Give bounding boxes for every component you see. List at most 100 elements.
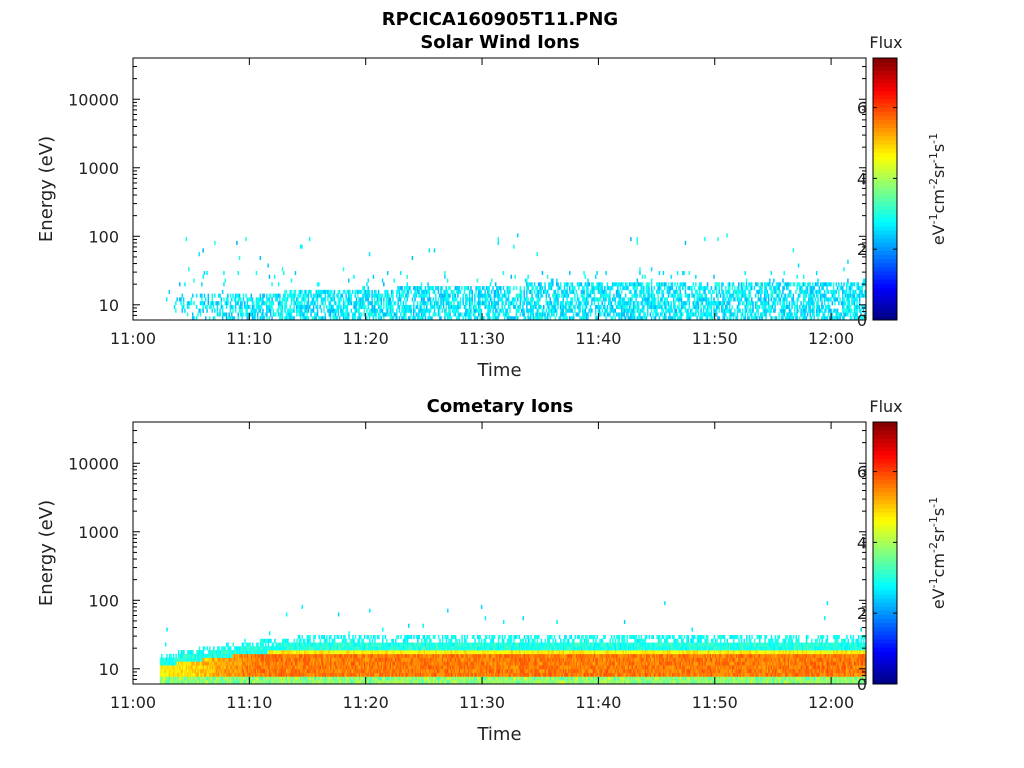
spectrogram-cell — [862, 304, 865, 309]
spectrogram-cell — [304, 668, 306, 673]
spectrogram-cell — [637, 301, 640, 306]
spectrogram-cell — [231, 653, 233, 658]
spectrogram-cell — [609, 308, 611, 313]
spectrogram-cell — [286, 308, 289, 313]
spectrogram-cell — [361, 642, 363, 647]
spectrogram-cell — [367, 278, 369, 283]
spectrogram-cell — [775, 293, 778, 298]
spectrogram-cell — [572, 304, 575, 309]
spectrogram-cell — [731, 304, 733, 309]
spectrogram-cell — [299, 308, 302, 313]
spectrogram-cell — [248, 657, 250, 662]
spectrogram-cell — [639, 271, 641, 276]
spectrogram-cell — [533, 316, 536, 321]
spectrogram-cell — [289, 646, 292, 651]
spectrogram-cell — [346, 680, 349, 685]
spectrogram-cell — [669, 312, 671, 317]
spectrogram-cell — [314, 668, 316, 673]
spectrogram-cell — [831, 316, 834, 321]
spectrogram-cell — [255, 676, 258, 681]
spectrogram-cell — [640, 308, 642, 313]
spectrogram-cell — [244, 638, 246, 643]
spectrogram-cell — [340, 297, 342, 302]
spectrogram-cell — [467, 286, 470, 291]
spectrogram-cell — [188, 680, 190, 685]
spectrogram-cell — [500, 286, 502, 291]
spectrogram-cell — [292, 661, 294, 666]
spectrogram-cell — [831, 293, 834, 298]
spectrogram-cell — [292, 316, 294, 321]
spectrogram-cell — [331, 680, 333, 685]
spectrogram-cell — [261, 657, 263, 662]
spectrogram-cell — [428, 308, 431, 313]
spectrogram-cell — [244, 665, 246, 670]
spectrogram-cell — [659, 286, 662, 291]
spectrogram-cell — [623, 301, 626, 306]
spectrogram-cell — [550, 278, 553, 283]
spectrogram-cell — [652, 301, 654, 306]
spectrogram-cell — [838, 312, 840, 317]
spectrogram-cell — [721, 289, 723, 294]
spectrogram-cell — [477, 301, 480, 306]
spectrogram-cell — [328, 289, 330, 294]
spectrogram-cell — [314, 661, 316, 666]
spectrogram-cell — [227, 680, 229, 685]
spectrogram-cell — [343, 668, 345, 673]
spectrogram-cell — [284, 304, 286, 309]
spectrogram-cell — [841, 316, 844, 321]
spectrogram-cell — [192, 668, 194, 673]
spectrogram-cell — [350, 297, 353, 302]
spectrogram-cell — [330, 672, 332, 677]
spectrogram-cell — [514, 316, 516, 321]
spectrogram-cell — [236, 240, 238, 245]
spectrogram-cell — [743, 301, 745, 306]
spectrogram-cell — [786, 282, 788, 287]
spectrogram-cell — [754, 312, 757, 317]
spectrogram-cell — [322, 661, 324, 666]
spectrogram-cell — [825, 282, 827, 287]
spectrogram-cell — [283, 653, 285, 658]
spectrogram-cell — [258, 653, 261, 658]
spectrogram-cell — [262, 642, 264, 647]
spectrogram-cell — [498, 297, 501, 302]
spectrogram-cell — [466, 286, 468, 291]
spectrogram-cell — [489, 308, 492, 313]
spectrogram-cell — [250, 312, 252, 317]
spectrogram-cell — [635, 289, 637, 294]
spectrogram-cell — [741, 289, 744, 294]
spectrogram-cell — [311, 668, 314, 673]
spectrogram-cell — [514, 274, 516, 279]
spectrogram-cell — [732, 282, 735, 287]
spectrogram-cell — [535, 301, 537, 306]
spectrogram-cell — [797, 282, 800, 287]
spectrogram-cell — [507, 297, 510, 302]
spectrogram-cell — [249, 668, 251, 673]
spectrogram-cell — [359, 653, 362, 658]
spectrogram-cell — [745, 308, 748, 313]
spectrogram-cell — [420, 312, 423, 317]
spectrogram-cell — [240, 646, 242, 651]
spectrogram-cell — [335, 661, 337, 666]
spectrogram-cell — [442, 297, 445, 302]
spectrogram-cell — [474, 304, 476, 309]
spectrogram-cell — [732, 316, 735, 321]
spectrogram-cell — [622, 308, 624, 313]
spectrogram-cell — [506, 289, 509, 294]
spectrogram-cell — [257, 680, 259, 685]
spectrogram-cell — [467, 308, 470, 313]
spectrogram-cell — [420, 301, 423, 306]
spectrogram-cell — [602, 289, 605, 294]
spectrogram-cell — [496, 308, 498, 313]
spectrogram-cell — [246, 661, 249, 666]
spectrogram-cell — [357, 665, 359, 670]
spectrogram-cell — [604, 293, 606, 298]
spectrogram-cell — [286, 297, 289, 302]
spectrogram-cell — [650, 267, 653, 272]
spectrogram-cell — [826, 304, 828, 309]
spectrogram-cell — [804, 297, 806, 302]
spectrogram-cell — [765, 304, 767, 309]
spectrogram-cell — [319, 293, 321, 298]
spectrogram-cell — [581, 297, 584, 302]
spectrogram-cell — [360, 304, 363, 309]
spectrogram-cell — [330, 635, 332, 640]
